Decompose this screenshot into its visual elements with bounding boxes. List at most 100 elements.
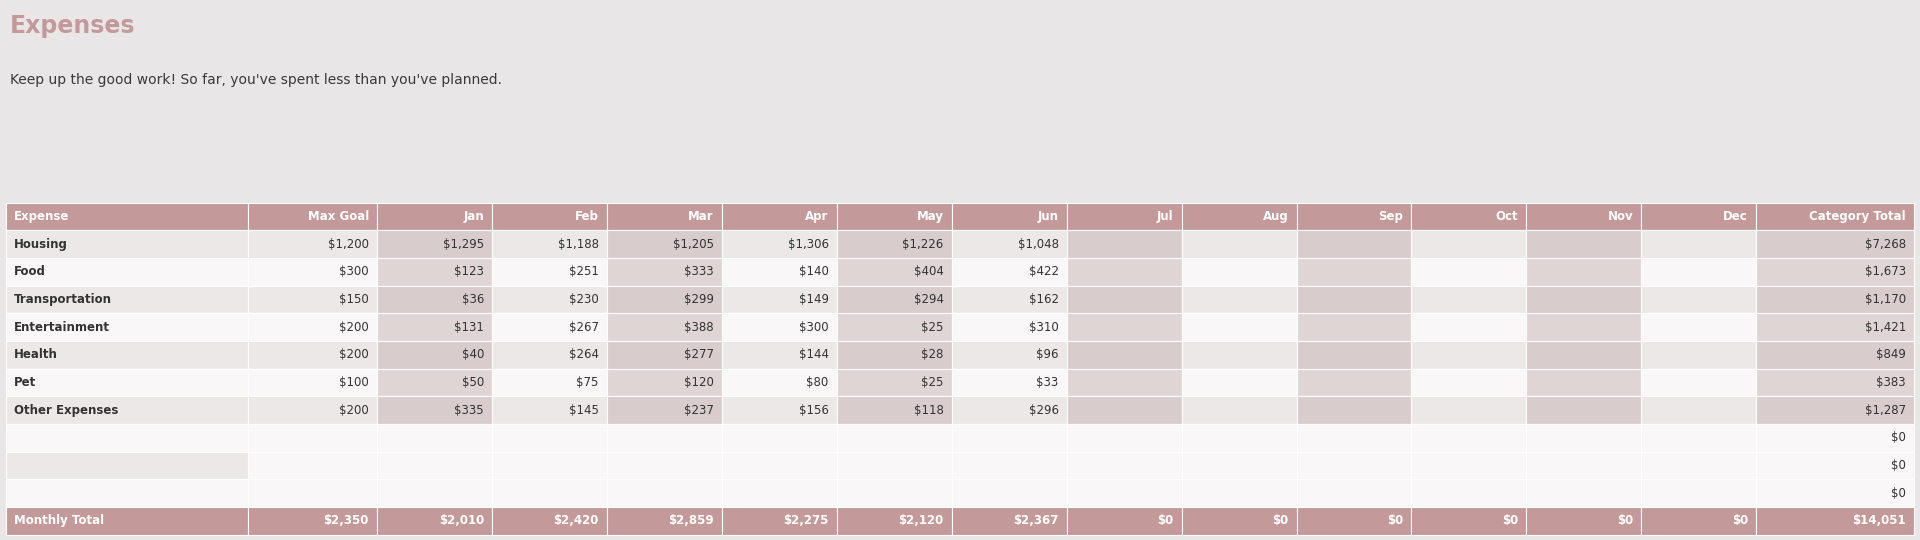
Text: $404: $404	[914, 265, 943, 278]
Bar	[1411, 480, 1526, 507]
Text: $0: $0	[1891, 459, 1907, 472]
Bar	[607, 368, 722, 396]
Bar	[607, 507, 722, 535]
Bar	[837, 451, 952, 480]
Bar	[1642, 341, 1757, 368]
Bar	[376, 507, 492, 535]
Text: Jan: Jan	[463, 210, 484, 223]
Bar	[1296, 286, 1411, 313]
Text: Monthly Total: Monthly Total	[13, 514, 104, 527]
Bar	[1526, 451, 1642, 480]
Bar	[1181, 341, 1296, 368]
Bar	[248, 286, 376, 313]
Text: $335: $335	[455, 403, 484, 416]
Text: Feb: Feb	[574, 210, 599, 223]
Text: Health: Health	[13, 348, 58, 361]
Bar	[376, 230, 492, 258]
Bar	[722, 202, 837, 230]
Text: $422: $422	[1029, 265, 1058, 278]
Bar	[952, 286, 1068, 313]
Bar	[492, 451, 607, 480]
Text: $1,188: $1,188	[559, 238, 599, 251]
Bar	[607, 258, 722, 286]
Bar	[376, 396, 492, 424]
Text: $149: $149	[799, 293, 829, 306]
Bar	[6, 507, 248, 535]
Bar	[492, 341, 607, 368]
Bar	[248, 480, 376, 507]
Bar	[837, 258, 952, 286]
Bar	[607, 230, 722, 258]
Bar	[1642, 202, 1757, 230]
Text: $1,673: $1,673	[1864, 265, 1907, 278]
Text: Housing: Housing	[13, 238, 67, 251]
Bar	[376, 202, 492, 230]
Text: Keep up the good work! So far, you've spent less than you've planned.: Keep up the good work! So far, you've sp…	[10, 73, 501, 87]
Text: Food: Food	[13, 265, 46, 278]
Text: $1,421: $1,421	[1864, 321, 1907, 334]
Bar	[1068, 341, 1181, 368]
Bar	[607, 341, 722, 368]
Text: $25: $25	[922, 376, 943, 389]
Bar	[1068, 396, 1181, 424]
Bar	[722, 286, 837, 313]
Bar	[607, 480, 722, 507]
Bar	[1411, 368, 1526, 396]
Bar	[837, 424, 952, 451]
Bar	[1411, 396, 1526, 424]
Bar	[1068, 480, 1181, 507]
Text: $267: $267	[568, 321, 599, 334]
Bar	[1296, 507, 1411, 535]
Bar	[1181, 507, 1296, 535]
Bar	[1411, 341, 1526, 368]
Bar	[952, 424, 1068, 451]
Bar	[1181, 451, 1296, 480]
Bar	[1296, 313, 1411, 341]
Bar	[1757, 424, 1914, 451]
Bar	[6, 341, 248, 368]
Bar	[1068, 230, 1181, 258]
Bar	[1642, 313, 1757, 341]
Text: Max Goal: Max Goal	[307, 210, 369, 223]
Text: $251: $251	[568, 265, 599, 278]
Text: Expenses: Expenses	[10, 14, 134, 37]
Text: $1,306: $1,306	[787, 238, 829, 251]
Bar	[248, 396, 376, 424]
Bar	[248, 507, 376, 535]
Bar	[6, 368, 248, 396]
Text: $0: $0	[1617, 514, 1634, 527]
Bar	[248, 368, 376, 396]
Bar	[1642, 368, 1757, 396]
Text: Other Expenses: Other Expenses	[13, 403, 119, 416]
Bar	[722, 258, 837, 286]
Text: $383: $383	[1876, 376, 1907, 389]
Text: $25: $25	[922, 321, 943, 334]
Bar	[952, 202, 1068, 230]
Bar	[952, 368, 1068, 396]
Text: $75: $75	[576, 376, 599, 389]
Text: $80: $80	[806, 376, 829, 389]
Bar	[607, 202, 722, 230]
Text: $118: $118	[914, 403, 943, 416]
Bar	[248, 230, 376, 258]
Bar	[1068, 507, 1181, 535]
Bar	[607, 313, 722, 341]
Bar	[1757, 286, 1914, 313]
Text: $0: $0	[1501, 514, 1519, 527]
Text: $2,275: $2,275	[783, 514, 829, 527]
Bar	[1068, 313, 1181, 341]
Bar	[1526, 507, 1642, 535]
Bar	[6, 480, 248, 507]
Bar	[6, 424, 248, 451]
Text: $299: $299	[684, 293, 714, 306]
Text: $296: $296	[1029, 403, 1058, 416]
Bar	[1642, 507, 1757, 535]
Bar	[1181, 368, 1296, 396]
Text: $200: $200	[340, 348, 369, 361]
Bar	[492, 313, 607, 341]
Bar	[952, 258, 1068, 286]
Text: $1,048: $1,048	[1018, 238, 1058, 251]
Bar	[6, 286, 248, 313]
Bar	[1411, 230, 1526, 258]
Bar	[1642, 451, 1757, 480]
